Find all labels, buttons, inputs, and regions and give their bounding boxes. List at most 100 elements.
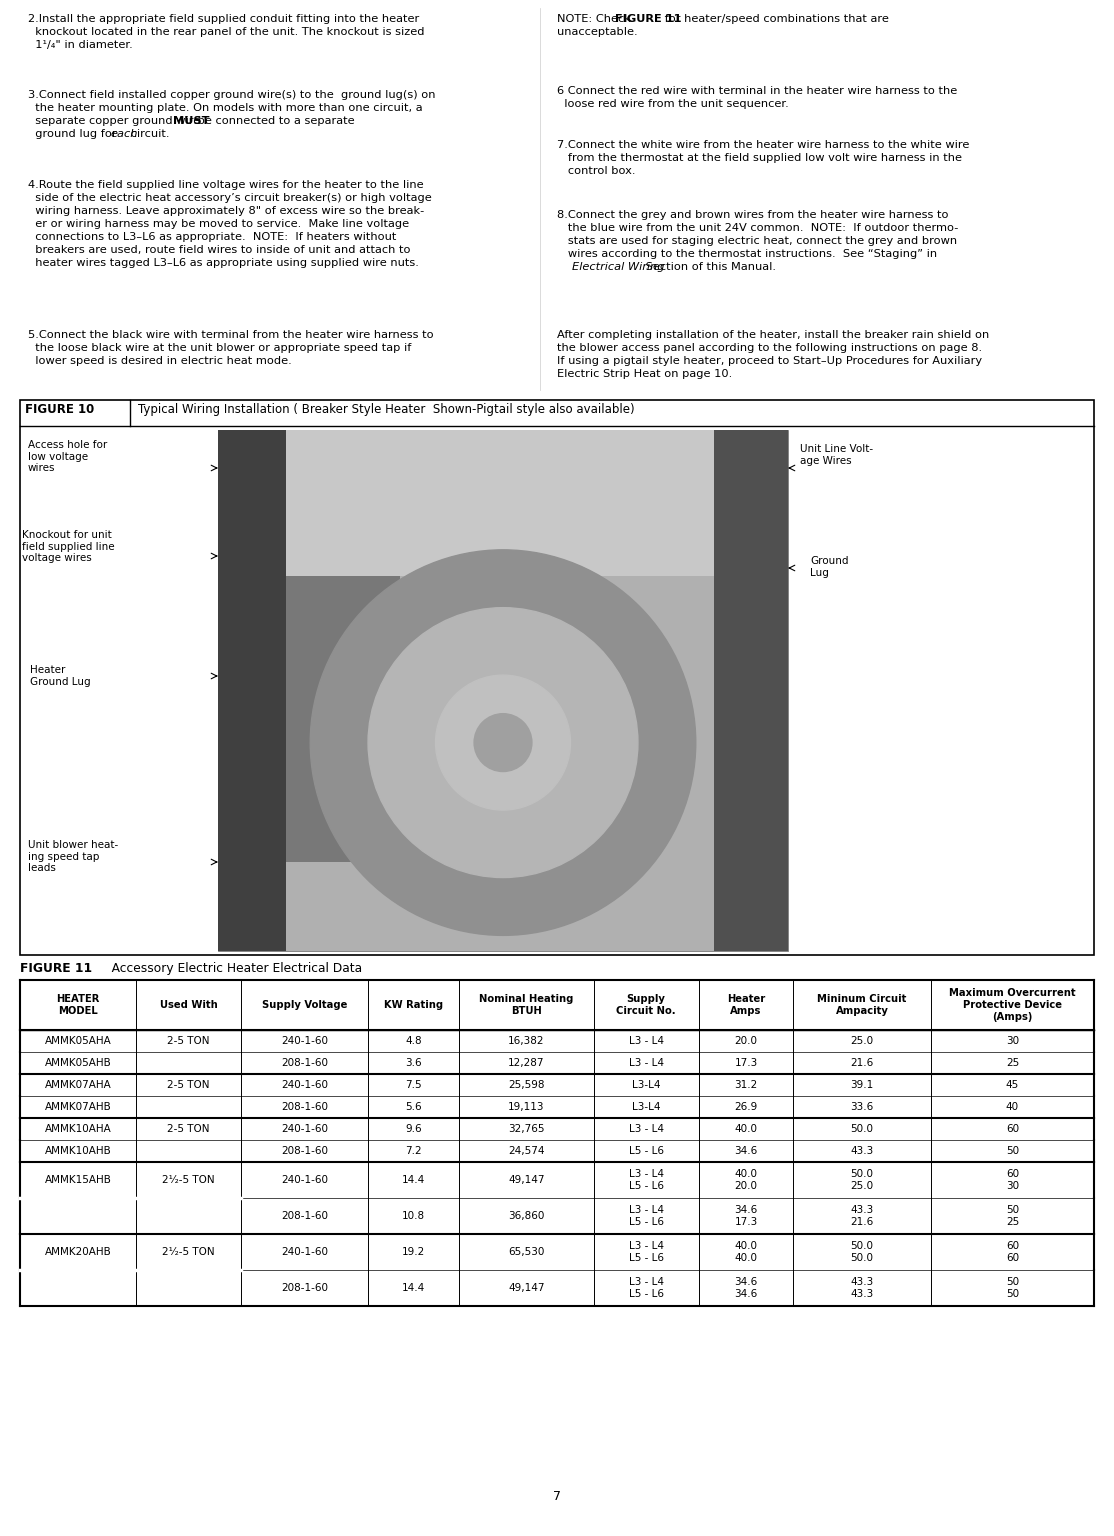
Text: 31.2: 31.2 bbox=[734, 1080, 758, 1091]
Text: 60: 60 bbox=[1006, 1124, 1019, 1134]
Text: each: each bbox=[110, 129, 138, 138]
Text: L3-L4: L3-L4 bbox=[632, 1080, 661, 1091]
Text: 7.Connect the white wire from the heater wire harness to the white wire: 7.Connect the white wire from the heater… bbox=[557, 140, 969, 151]
Text: 6 Connect the red wire with terminal in the heater wire harness to the: 6 Connect the red wire with terminal in … bbox=[557, 86, 957, 95]
Text: NOTE: Check: NOTE: Check bbox=[557, 14, 635, 25]
Text: stats are used for staging electric heat, connect the grey and brown: stats are used for staging electric heat… bbox=[557, 237, 957, 246]
Text: be connected to a separate: be connected to a separate bbox=[194, 117, 354, 126]
Text: Maximum Overcurrent
Protective Device
(Amps): Maximum Overcurrent Protective Device (A… bbox=[949, 988, 1076, 1021]
Text: AMMK20AHB: AMMK20AHB bbox=[45, 1247, 111, 1256]
Text: Mininum Circuit
Ampacity: Mininum Circuit Ampacity bbox=[818, 994, 907, 1015]
Text: 40.0: 40.0 bbox=[734, 1124, 758, 1134]
Text: AMMK10AHA: AMMK10AHA bbox=[45, 1124, 111, 1134]
Text: 16,382: 16,382 bbox=[508, 1035, 545, 1046]
Text: 14.4: 14.4 bbox=[402, 1283, 426, 1293]
Text: 34.6: 34.6 bbox=[734, 1146, 758, 1157]
Text: 30: 30 bbox=[1006, 1035, 1019, 1046]
Text: 240-1-60: 240-1-60 bbox=[281, 1035, 329, 1046]
Text: 17.3: 17.3 bbox=[734, 1058, 758, 1068]
Text: 8.Connect the grey and brown wires from the heater wire harness to: 8.Connect the grey and brown wires from … bbox=[557, 210, 948, 220]
Text: 1¹/₄" in diameter.: 1¹/₄" in diameter. bbox=[28, 40, 133, 51]
Text: 3.6: 3.6 bbox=[405, 1058, 422, 1068]
Text: 40.0
40.0: 40.0 40.0 bbox=[734, 1241, 758, 1263]
Text: 208-1-60: 208-1-60 bbox=[281, 1101, 329, 1112]
Text: unacceptable.: unacceptable. bbox=[557, 28, 637, 37]
Text: 39.1: 39.1 bbox=[850, 1080, 873, 1091]
Text: 21.6: 21.6 bbox=[850, 1058, 873, 1068]
Text: 12,287: 12,287 bbox=[508, 1058, 545, 1068]
Text: 2-5 TON: 2-5 TON bbox=[167, 1035, 209, 1046]
Text: 50: 50 bbox=[1006, 1146, 1019, 1157]
Text: wires according to the thermostat instructions.  See “Staging” in: wires according to the thermostat instru… bbox=[557, 249, 937, 260]
Bar bbox=[20, 1097, 1094, 1118]
Text: 40.0
20.0: 40.0 20.0 bbox=[734, 1169, 758, 1190]
Text: 2¹⁄₂-5 TON: 2¹⁄₂-5 TON bbox=[163, 1175, 215, 1184]
Text: 10.8: 10.8 bbox=[402, 1210, 426, 1221]
Text: 7.5: 7.5 bbox=[405, 1080, 422, 1091]
Text: 32,765: 32,765 bbox=[508, 1124, 545, 1134]
Text: 19,113: 19,113 bbox=[508, 1101, 545, 1112]
Bar bbox=[286, 430, 714, 576]
Text: lower speed is desired in electric heat mode.: lower speed is desired in electric heat … bbox=[28, 356, 292, 366]
Text: 2-5 TON: 2-5 TON bbox=[167, 1124, 209, 1134]
Text: separate copper ground wire: separate copper ground wire bbox=[28, 117, 204, 126]
Text: If using a pigtail style heater, proceed to Start–Up Procedures for Auxiliary: If using a pigtail style heater, proceed… bbox=[557, 356, 983, 366]
Text: Section of this Manual.: Section of this Manual. bbox=[642, 263, 775, 272]
Text: 65,530: 65,530 bbox=[508, 1247, 545, 1256]
Text: Supply Voltage: Supply Voltage bbox=[262, 1000, 348, 1011]
Text: 50
50: 50 50 bbox=[1006, 1278, 1019, 1299]
Text: 5.6: 5.6 bbox=[405, 1101, 422, 1112]
Text: 50.0
50.0: 50.0 50.0 bbox=[850, 1241, 873, 1263]
Text: connections to L3–L6 as appropriate.  NOTE:  If heaters without: connections to L3–L6 as appropriate. NOT… bbox=[28, 232, 397, 243]
Text: 7.2: 7.2 bbox=[405, 1146, 422, 1157]
Text: wiring harness. Leave approximately 8" of excess wire so the break-: wiring harness. Leave approximately 8" o… bbox=[28, 206, 424, 217]
Text: L3 - L4
L5 - L6: L3 - L4 L5 - L6 bbox=[628, 1169, 664, 1190]
Text: Typical Wiring Installation ( Breaker Style Heater  Shown-Pigtail style also ava: Typical Wiring Installation ( Breaker St… bbox=[138, 402, 635, 416]
Text: for heater/speed combinations that are: for heater/speed combinations that are bbox=[661, 14, 889, 25]
Text: 34.6
34.6: 34.6 34.6 bbox=[734, 1278, 758, 1299]
Text: 33.6: 33.6 bbox=[850, 1101, 873, 1112]
Text: breakers are used, route field wires to inside of unit and attach to: breakers are used, route field wires to … bbox=[28, 246, 410, 255]
Text: the blue wire from the unit 24V common.  NOTE:  If outdoor thermo-: the blue wire from the unit 24V common. … bbox=[557, 223, 958, 233]
Text: 3.Connect field installed copper ground wire(s) to the  ground lug(s) on: 3.Connect field installed copper ground … bbox=[28, 91, 436, 100]
Bar bbox=[20, 1270, 1094, 1306]
Circle shape bbox=[310, 550, 696, 935]
Text: 19.2: 19.2 bbox=[402, 1247, 426, 1256]
Text: 50.0
25.0: 50.0 25.0 bbox=[850, 1169, 873, 1190]
Text: AMMK05AHB: AMMK05AHB bbox=[45, 1058, 111, 1068]
Text: Used With: Used With bbox=[159, 1000, 217, 1011]
Text: L5 - L6: L5 - L6 bbox=[628, 1146, 664, 1157]
Circle shape bbox=[436, 676, 570, 809]
Text: L3 - L4: L3 - L4 bbox=[628, 1124, 664, 1134]
Circle shape bbox=[368, 608, 638, 877]
Text: L3 - L4
L5 - L6: L3 - L4 L5 - L6 bbox=[628, 1278, 664, 1299]
Text: 14.4: 14.4 bbox=[402, 1175, 426, 1184]
Bar bbox=[714, 430, 788, 951]
Text: 2¹⁄₂-5 TON: 2¹⁄₂-5 TON bbox=[163, 1247, 215, 1256]
Bar bbox=[20, 1140, 1094, 1163]
Text: control box.: control box. bbox=[557, 166, 635, 177]
Bar bbox=[20, 1052, 1094, 1074]
Text: Ground
Lug: Ground Lug bbox=[810, 556, 849, 578]
Bar bbox=[20, 1031, 1094, 1052]
Text: Unit Line Volt-
age Wires: Unit Line Volt- age Wires bbox=[800, 444, 873, 465]
Bar bbox=[20, 1233, 1094, 1270]
Text: 5.Connect the black wire with terminal from the heater wire harness to: 5.Connect the black wire with terminal f… bbox=[28, 330, 433, 339]
Text: AMMK15AHB: AMMK15AHB bbox=[45, 1175, 111, 1184]
Text: AMMK07AHB: AMMK07AHB bbox=[45, 1101, 111, 1112]
Text: 60
60: 60 60 bbox=[1006, 1241, 1019, 1263]
Text: Nominal Heating
BTUH: Nominal Heating BTUH bbox=[479, 994, 574, 1015]
Text: 36,860: 36,860 bbox=[508, 1210, 545, 1221]
Text: 240-1-60: 240-1-60 bbox=[281, 1247, 329, 1256]
Text: Supply
Circuit No.: Supply Circuit No. bbox=[616, 994, 676, 1015]
Text: Accessory Electric Heater Electrical Data: Accessory Electric Heater Electrical Dat… bbox=[100, 962, 362, 975]
Text: 45: 45 bbox=[1006, 1080, 1019, 1091]
Bar bbox=[218, 430, 788, 951]
Text: Heater
Amps: Heater Amps bbox=[727, 994, 765, 1015]
Text: Unit blower heat-
ing speed tap
leads: Unit blower heat- ing speed tap leads bbox=[28, 840, 118, 872]
Text: 40: 40 bbox=[1006, 1101, 1019, 1112]
Text: 26.9: 26.9 bbox=[734, 1101, 758, 1112]
Text: 20.0: 20.0 bbox=[734, 1035, 758, 1046]
Text: FIGURE 11: FIGURE 11 bbox=[615, 14, 682, 25]
Bar bbox=[20, 1198, 1094, 1233]
